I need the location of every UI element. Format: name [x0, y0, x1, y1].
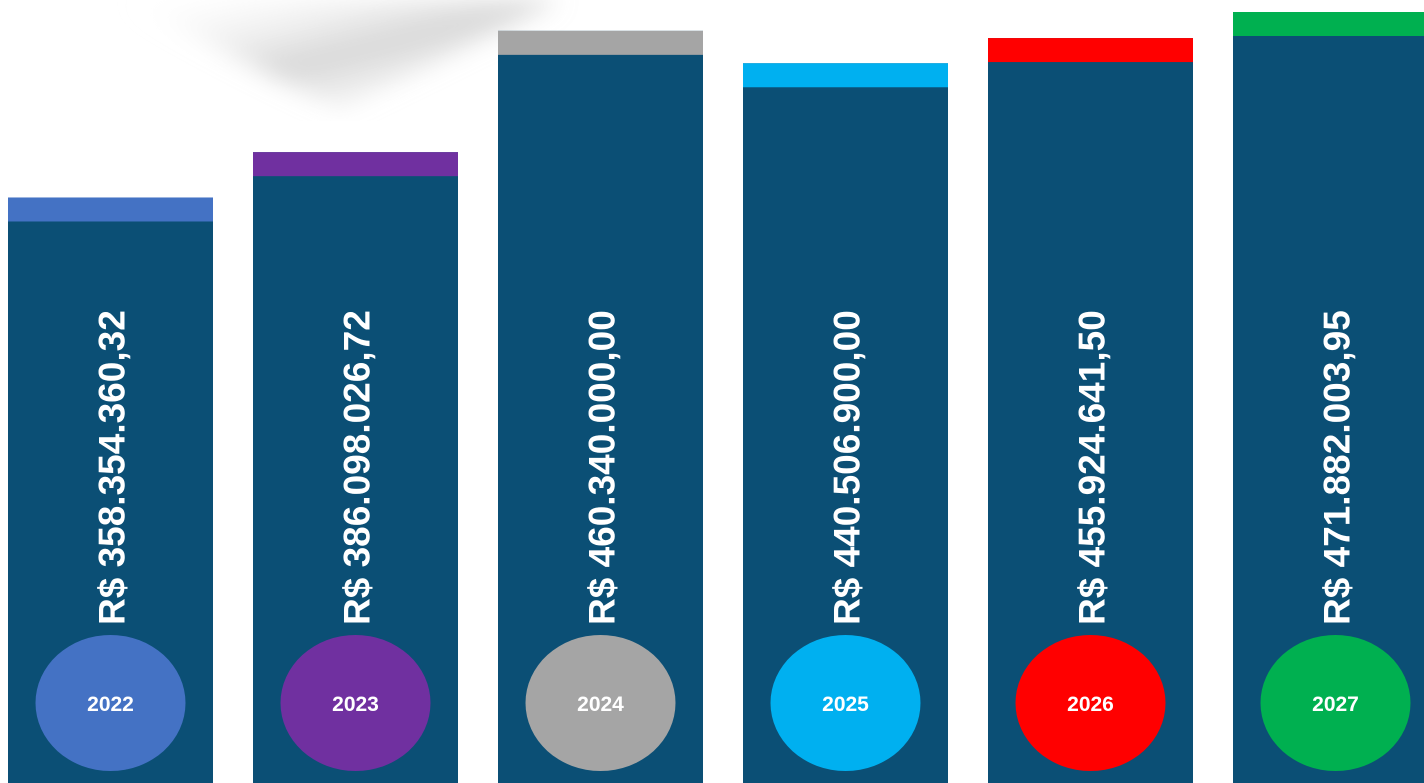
bar-cap	[8, 197, 213, 222]
value-label: R$ 386.098.026,72	[337, 310, 378, 625]
x-tick-label: 2027	[1312, 693, 1359, 716]
x-tick-label: 2026	[1067, 693, 1114, 716]
year-badge	[770, 635, 921, 771]
year-badge	[1260, 635, 1411, 771]
x-tick-label: 2022	[87, 693, 134, 716]
value-label: R$ 455.924.641,50	[1072, 310, 1113, 625]
x-tick-label: 2025	[822, 693, 869, 716]
bar-cap	[498, 30, 703, 55]
value-label: R$ 471.882.003,95	[1317, 310, 1358, 625]
value-label: R$ 460.340.000,00	[582, 310, 623, 625]
value-label: R$ 358.354.360,32	[92, 310, 133, 625]
bar-cap	[253, 152, 458, 177]
year-badge	[525, 635, 676, 771]
year-badge	[280, 635, 431, 771]
bar-cap	[1233, 12, 1424, 36]
year-badge	[35, 635, 186, 771]
bar-cap	[988, 38, 1193, 63]
x-tick-label: 2023	[332, 693, 379, 716]
bar-cap	[743, 63, 948, 88]
shadow	[120, 0, 560, 110]
x-tick-label: 2024	[577, 693, 624, 716]
value-label: R$ 440.506.900,00	[827, 310, 868, 625]
year-badge	[1015, 635, 1166, 771]
